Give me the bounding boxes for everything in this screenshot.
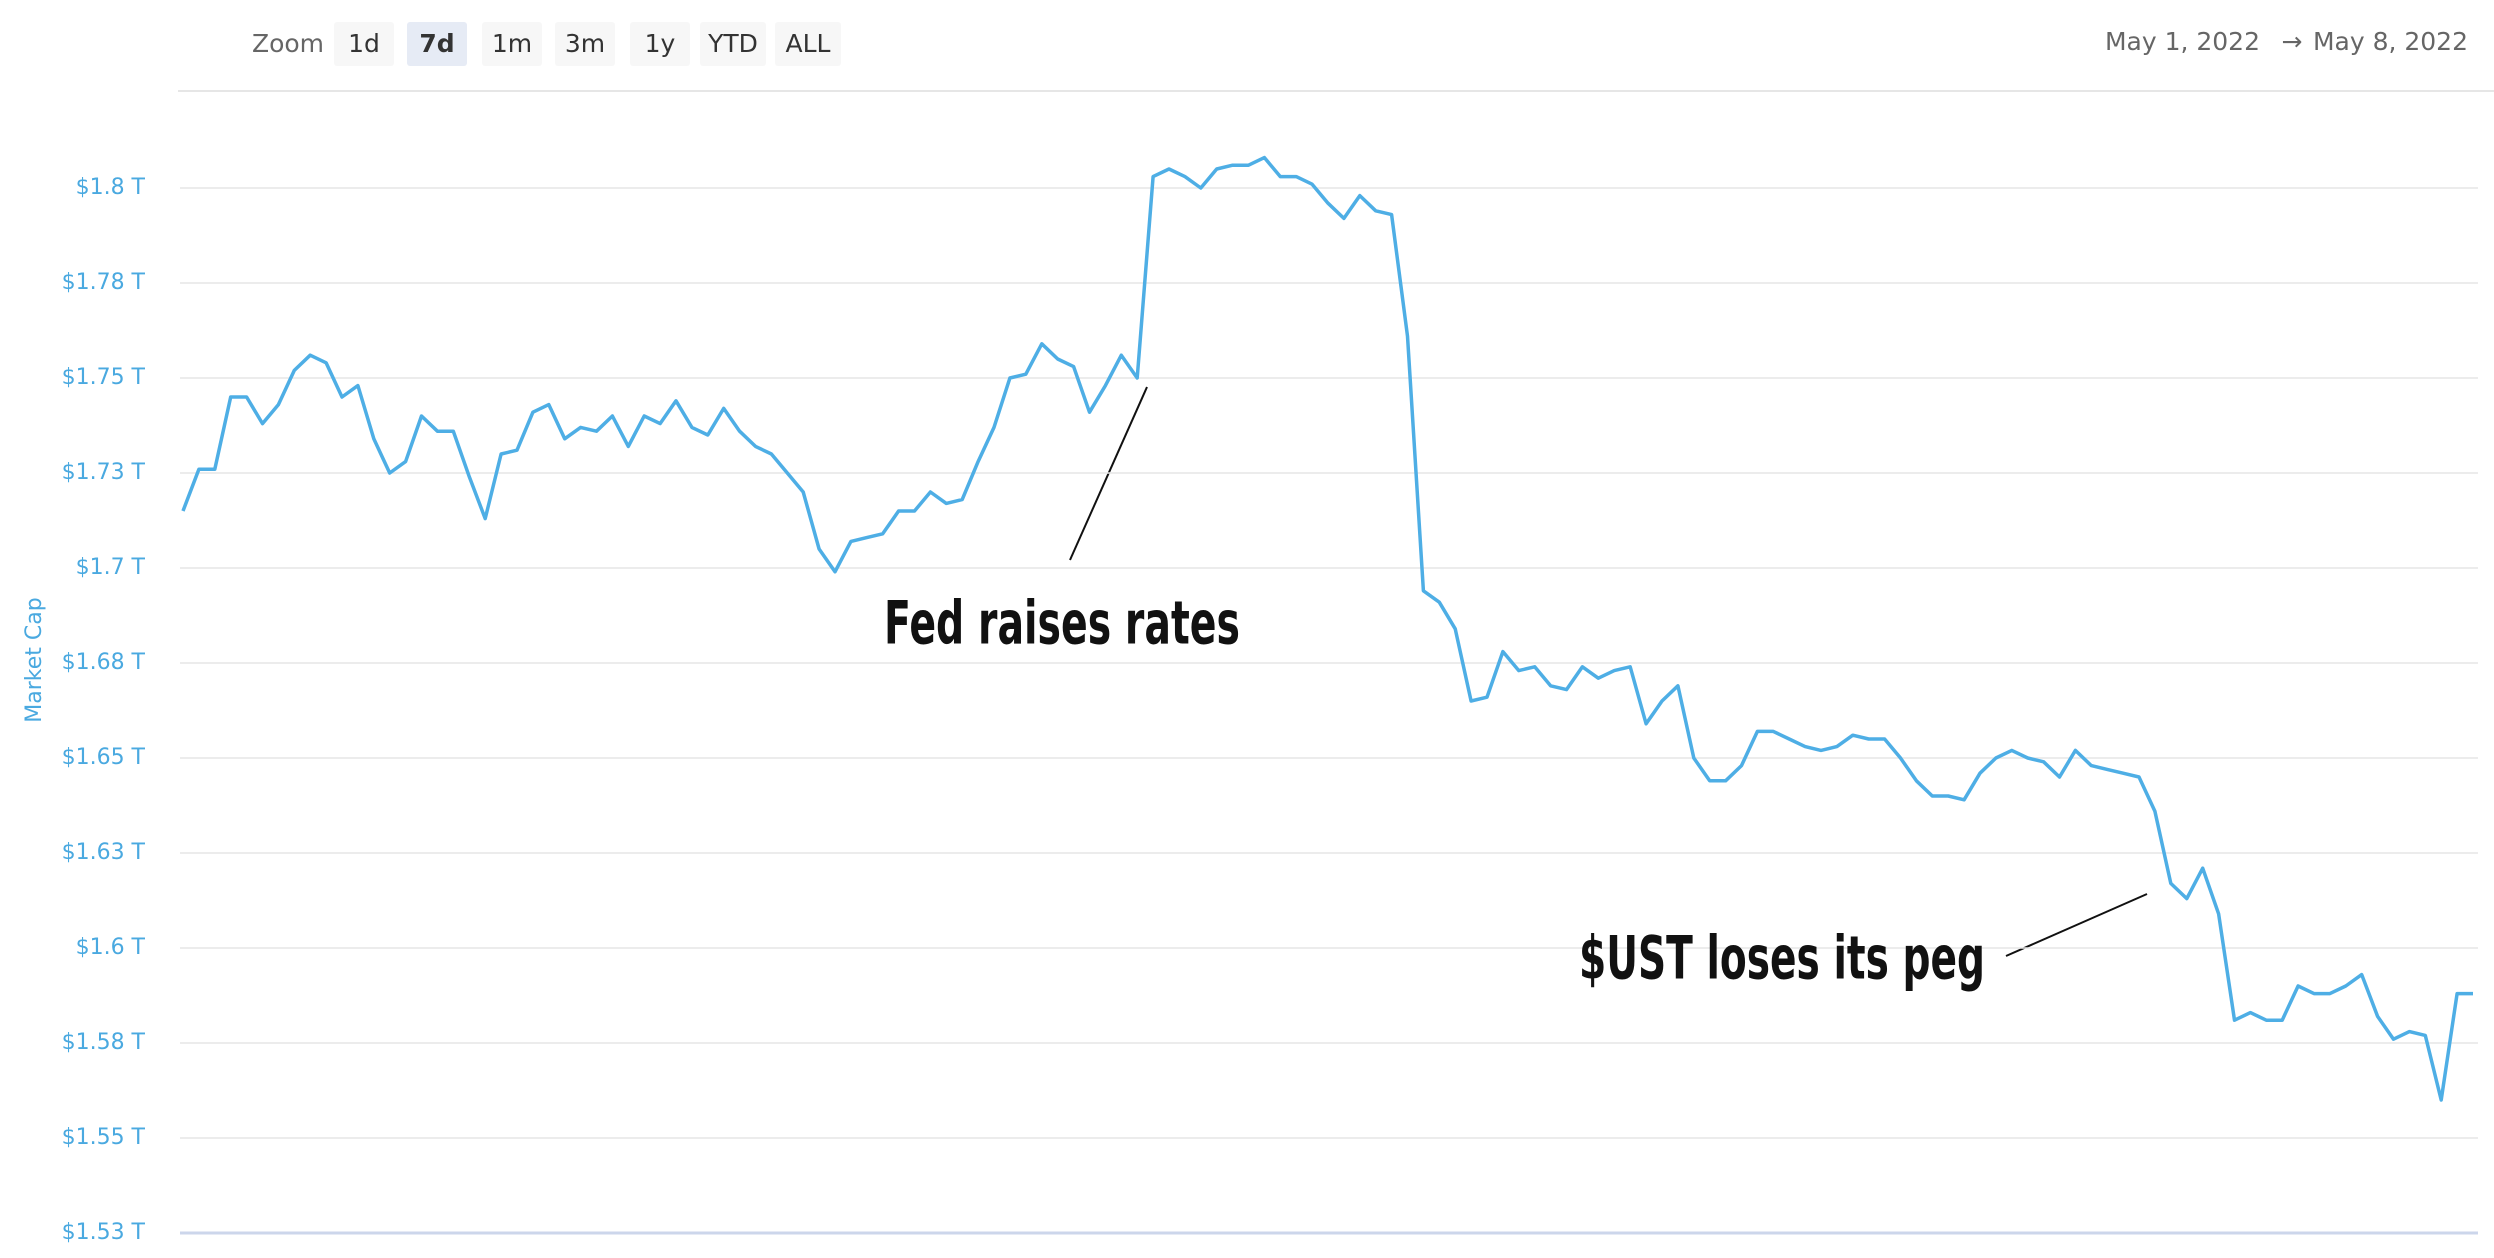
y-tick-label: $1.63 T: [62, 840, 146, 865]
y-tick-label: $1.8 T: [76, 175, 146, 200]
date-from[interactable]: May 1, 2022: [2105, 27, 2260, 56]
zoom-label: Zoom: [252, 29, 324, 58]
zoom-button-label[interactable]: ALL: [786, 29, 831, 58]
y-tick-label: $1.58 T: [62, 1030, 146, 1055]
zoom-button[interactable]: [407, 22, 467, 66]
zoom-button-label[interactable]: YTD: [707, 29, 758, 58]
date-to[interactable]: May 8, 2022: [2313, 27, 2468, 56]
zoom-button[interactable]: [334, 22, 394, 66]
y-tick-label: $1.78 T: [62, 270, 146, 295]
date-arrow: →: [2282, 27, 2303, 56]
y-axis-label: Market Cap: [22, 597, 47, 722]
annotation: $UST loses its peg: [1579, 924, 1985, 994]
zoom-button[interactable]: [630, 22, 690, 66]
y-tick-label: $1.65 T: [62, 745, 146, 770]
zoom-button[interactable]: [775, 22, 841, 66]
zoom-button[interactable]: [482, 22, 542, 66]
y-tick-label: $1.75 T: [62, 365, 146, 390]
y-tick-label: $1.6 T: [76, 935, 146, 960]
zoom-button-label[interactable]: 1d: [348, 29, 380, 58]
y-tick-label: $1.53 T: [62, 1220, 146, 1245]
zoom-button-label[interactable]: 7d: [419, 29, 454, 58]
y-tick-label: $1.7 T: [76, 555, 146, 580]
zoom-button-label[interactable]: 3m: [565, 29, 605, 58]
zoom-button[interactable]: [700, 22, 766, 66]
annotation-leader: [2005, 893, 2148, 957]
y-tick-label: $1.55 T: [62, 1125, 146, 1150]
y-tick-label: $1.68 T: [62, 650, 146, 675]
annotation: Fed raises rates: [884, 589, 1240, 659]
zoom-button-label[interactable]: 1y: [645, 29, 676, 58]
market-cap-line: [181, 155, 2473, 1102]
zoom-button-label[interactable]: 1m: [492, 29, 532, 58]
zoom-button[interactable]: [555, 22, 615, 66]
y-tick-label: $1.73 T: [62, 460, 146, 485]
